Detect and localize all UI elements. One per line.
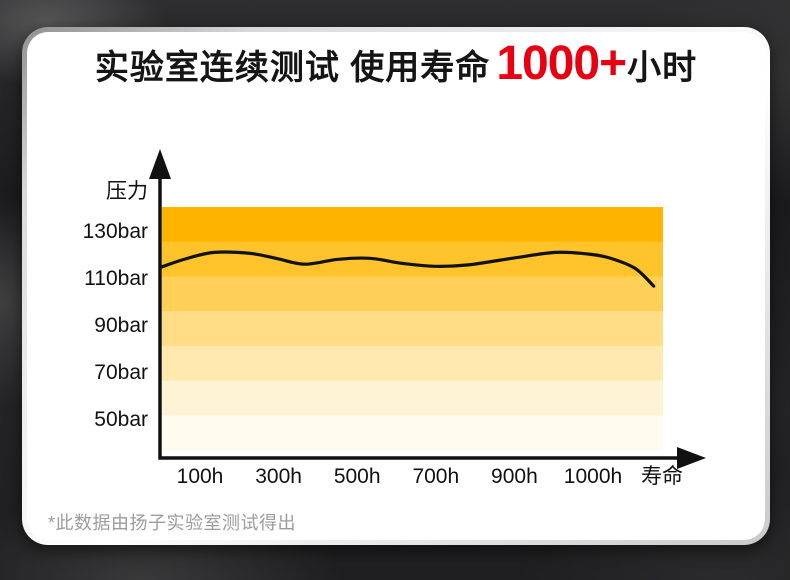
x-axis-arrow-icon (677, 447, 706, 469)
y-axis-title: 压力 (106, 180, 148, 203)
y-tick-label: 50bar (94, 408, 148, 431)
pressure-band (162, 345, 663, 382)
y-tick-label: 70bar (94, 361, 148, 384)
pressure-band (162, 276, 663, 312)
x-tick-label: 寿命 (641, 465, 683, 488)
title-text-left: 实验室连续测试 使用寿命 (94, 49, 491, 87)
x-tick-label: 1000h (563, 465, 623, 488)
y-axis-arrow-icon (149, 149, 171, 179)
y-tick-label: 90bar (94, 314, 148, 337)
pressure-band (162, 207, 663, 243)
y-tick-label: 110bar (84, 267, 148, 290)
x-tick-label: 900h (491, 465, 538, 488)
x-tick-label: 100h (176, 465, 224, 488)
page-title: 实验室连续测试 使用寿命 1000+ 小时 (22, 36, 770, 91)
title-text-right: 小时 (627, 49, 698, 87)
pressure-band (162, 241, 663, 278)
pressure-bands (162, 207, 663, 451)
y-tick-label: 130bar (82, 220, 148, 243)
x-tick-label: 500h (333, 465, 381, 488)
title-highlight-hours: 1000+ (496, 37, 627, 90)
footnote-text: *此数据由扬子实验室测试得出 (48, 513, 297, 533)
x-tick-label: 700h (412, 465, 460, 488)
x-tick-label: 300h (255, 465, 302, 488)
pressure-curve (160, 250, 656, 288)
pressure-band (162, 380, 663, 416)
pressure-band (162, 311, 663, 347)
pressure-band (162, 415, 663, 451)
